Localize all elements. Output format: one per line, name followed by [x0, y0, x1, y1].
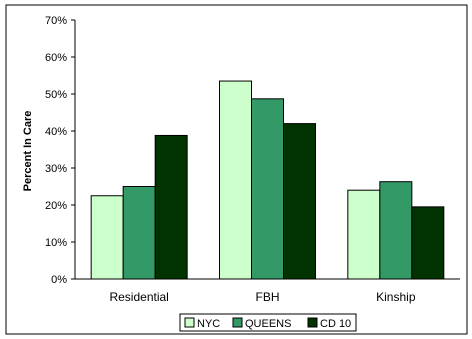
y-tick-label: 30%: [45, 163, 67, 175]
bar-cd-10-fbh: [283, 123, 316, 280]
legend-swatch: [307, 317, 318, 328]
y-tick-label: 70%: [45, 15, 67, 27]
bar-nyc-residential: [90, 195, 124, 280]
y-axis-label: Percent In Care: [22, 111, 34, 192]
y-axis-ticks: 0% 10% 20% 30% 40% 50% 60% 70%: [45, 15, 75, 286]
legend-label: CD 10: [320, 318, 351, 330]
x-category-label: Kinship: [376, 290, 416, 304]
y-tick-label: 10%: [45, 237, 67, 249]
y-tick-label: 50%: [45, 89, 67, 101]
legend-label: NYC: [197, 318, 220, 330]
legend-swatch: [232, 317, 243, 328]
y-tick-label: 20%: [45, 200, 67, 212]
bar-nyc-fbh: [219, 80, 252, 280]
bar-cd-10-residential: [154, 134, 188, 280]
bars: [90, 80, 445, 280]
bar-queens-kinship: [379, 181, 413, 280]
legend-label: QUEENS: [245, 318, 291, 330]
y-tick-label: 40%: [45, 126, 67, 138]
x-category-label: Residential: [109, 290, 168, 304]
y-tick-label: 60%: [45, 52, 67, 64]
bar-nyc-kinship: [347, 189, 381, 280]
y-tick-label: 0%: [51, 274, 67, 286]
legend-swatch: [184, 317, 195, 328]
bar-queens-residential: [122, 186, 156, 280]
bar-cd-10-kinship: [411, 206, 445, 280]
x-category-label: FBH: [256, 290, 280, 304]
bar-queens-fbh: [251, 98, 284, 280]
x-axis-categories: Residential FBH Kinship: [109, 290, 415, 304]
legend: NYC QUEENS CD 10: [179, 313, 357, 332]
